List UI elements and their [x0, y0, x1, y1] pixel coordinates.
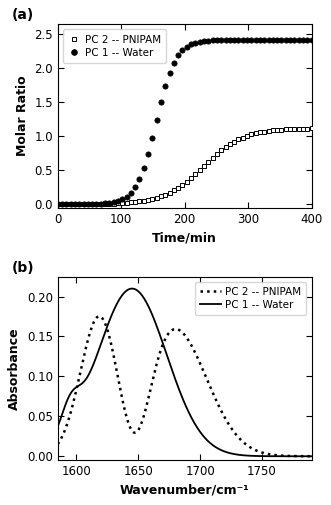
PC 1 -- Water — [210, 441, 214, 447]
PC 2 -- PNIPAM — [210, 388, 214, 394]
PC 2 -- PNIPAM — [309, 125, 313, 131]
PC 1 -- Water — [218, 446, 222, 452]
PC 2 -- PNIPAM — [309, 453, 313, 459]
Line: PC 2 -- PNIPAM: PC 2 -- PNIPAM — [56, 126, 314, 207]
PC 2 -- PNIPAM — [137, 198, 141, 205]
Text: (a): (a) — [12, 8, 34, 22]
PC 1 -- Water — [130, 285, 134, 291]
PC 1 -- Water — [129, 190, 133, 196]
PC 1 -- Water — [275, 453, 279, 459]
PC 2 -- PNIPAM — [142, 198, 146, 204]
PC 1 -- Water — [249, 453, 253, 459]
PC 2 -- PNIPAM — [99, 201, 103, 207]
PC 1 -- Water — [99, 201, 103, 207]
PC 2 -- PNIPAM — [204, 373, 208, 379]
Legend: PC 2 -- PNIPAM, PC 1 -- Water: PC 2 -- PNIPAM, PC 1 -- Water — [63, 29, 166, 63]
PC 2 -- PNIPAM — [129, 199, 133, 206]
Line: PC 1 -- Water: PC 1 -- Water — [58, 288, 311, 456]
PC 2 -- PNIPAM — [275, 452, 279, 458]
PC 1 -- Water — [142, 165, 146, 171]
PC 1 -- Water — [137, 176, 141, 182]
PC 1 -- Water — [309, 453, 313, 459]
PC 1 -- Water — [120, 196, 124, 203]
PC 2 -- PNIPAM — [215, 151, 219, 157]
PC 1 -- Water — [56, 201, 60, 208]
Y-axis label: Absorbance: Absorbance — [8, 327, 21, 410]
PC 2 -- PNIPAM — [218, 405, 222, 411]
X-axis label: Wavenumber/cm⁻¹: Wavenumber/cm⁻¹ — [120, 484, 250, 496]
PC 1 -- Water — [215, 37, 219, 43]
Line: PC 1 -- Water: PC 1 -- Water — [55, 37, 314, 207]
PC 1 -- Water — [71, 387, 75, 393]
PC 2 -- PNIPAM — [71, 399, 75, 406]
PC 2 -- PNIPAM — [56, 441, 60, 447]
PC 2 -- PNIPAM — [120, 200, 124, 206]
PC 2 -- PNIPAM — [56, 201, 60, 208]
X-axis label: Time/min: Time/min — [152, 231, 217, 244]
Line: PC 2 -- PNIPAM: PC 2 -- PNIPAM — [58, 316, 311, 456]
PC 1 -- Water — [309, 37, 313, 43]
Legend: PC 2 -- PNIPAM, PC 1 -- Water: PC 2 -- PNIPAM, PC 1 -- Water — [195, 282, 306, 315]
PC 2 -- PNIPAM — [97, 313, 101, 319]
PC 1 -- Water — [56, 424, 60, 430]
Text: (b): (b) — [12, 261, 35, 275]
Y-axis label: Molar Ratio: Molar Ratio — [16, 76, 29, 156]
PC 1 -- Water — [204, 435, 208, 441]
PC 2 -- PNIPAM — [249, 444, 253, 450]
